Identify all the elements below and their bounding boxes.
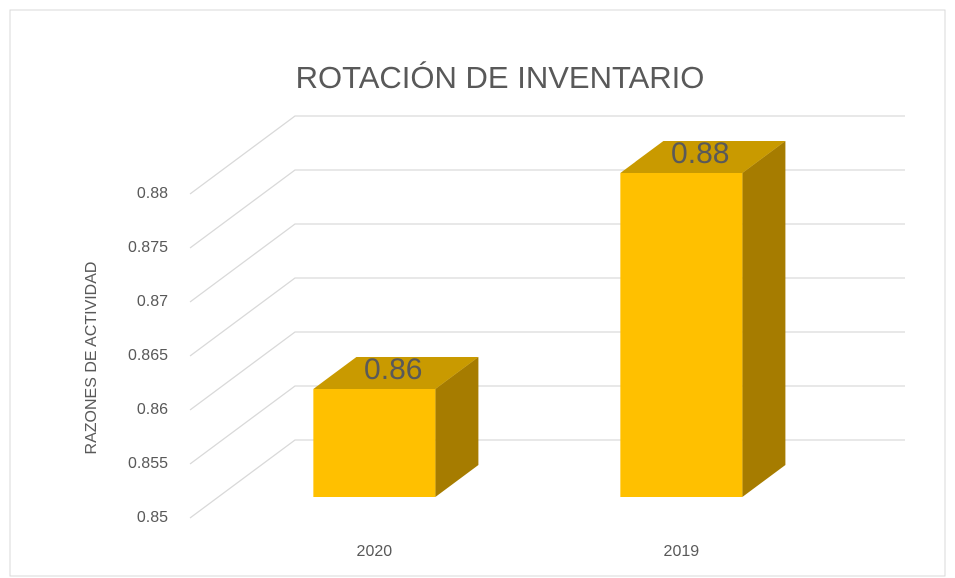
y-tick-label: 0.855: [128, 455, 168, 472]
chart-border: [9, 9, 946, 577]
bar-top: [620, 140, 786, 173]
data-label: 0.88: [671, 137, 729, 170]
bar-side: [742, 140, 786, 497]
y-tick-label: 0.88: [137, 185, 168, 202]
x-tick-label: 2020: [357, 543, 393, 560]
grid-line: [189, 115, 905, 195]
bar: [313, 356, 479, 497]
y-tick-label: 0.865: [128, 347, 168, 364]
bar: [620, 140, 786, 497]
x-tick-label: 2019: [664, 543, 700, 560]
bar-front: [620, 172, 743, 497]
bar-front: [313, 388, 436, 497]
y-axis-title: RAZONES DE ACTIVIDAD: [83, 262, 100, 455]
y-tick-label: 0.87: [137, 293, 168, 310]
y-tick-label: 0.875: [128, 239, 168, 256]
chart-title: ROTACIÓN DE INVENTARIO: [296, 60, 705, 95]
bar-top: [313, 356, 479, 389]
y-tick-label: 0.85: [137, 509, 168, 526]
data-label: 0.86: [364, 353, 422, 386]
y-tick-label: 0.86: [137, 401, 168, 418]
bar-side: [435, 356, 479, 497]
